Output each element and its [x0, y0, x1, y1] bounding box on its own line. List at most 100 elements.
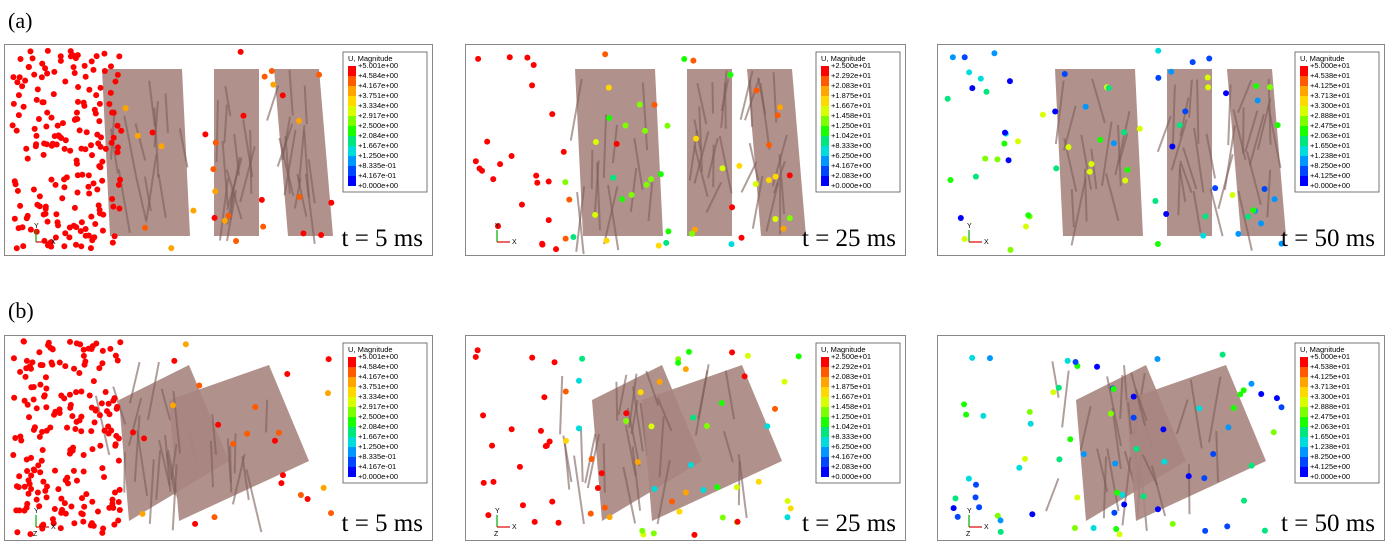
- particle: [26, 64, 32, 70]
- particle: [21, 338, 27, 344]
- particle: [114, 406, 120, 412]
- triad-label: Y: [495, 508, 500, 515]
- particle: [21, 104, 27, 110]
- legend-swatch: [1300, 437, 1308, 447]
- legend-value: +4.167e+00: [358, 372, 398, 381]
- particle: [543, 443, 549, 449]
- particle: [1262, 528, 1268, 534]
- particle: [43, 123, 49, 129]
- particle: [1202, 214, 1208, 220]
- particle: [41, 152, 47, 158]
- particle: [61, 184, 67, 190]
- particle: [48, 177, 54, 183]
- particle: [89, 446, 95, 452]
- particle: [88, 142, 94, 148]
- particle: [106, 430, 112, 436]
- particle: [78, 146, 84, 152]
- particle: [638, 389, 644, 395]
- legend-value: +1.667e+01: [831, 101, 871, 110]
- particle: [85, 184, 91, 190]
- particle: [22, 484, 28, 490]
- particle: [91, 234, 97, 240]
- particle: [75, 99, 81, 105]
- particle: [1007, 78, 1013, 84]
- legend-value: +3.300e+01: [1310, 392, 1350, 401]
- particle: [117, 339, 123, 345]
- particle: [785, 498, 791, 504]
- particle: [67, 392, 73, 398]
- particle: [983, 89, 989, 95]
- particle: [316, 72, 322, 78]
- particle: [1141, 493, 1147, 499]
- particle: [764, 423, 770, 429]
- particle: [1117, 531, 1123, 537]
- particle: [40, 447, 46, 453]
- particle: [1258, 391, 1264, 397]
- legend-swatch: [1300, 447, 1308, 457]
- particle: [74, 478, 80, 484]
- legend-swatch: [348, 116, 356, 126]
- particle: [691, 532, 697, 538]
- particle: [1072, 525, 1078, 531]
- particle: [991, 50, 997, 56]
- particle: [534, 180, 540, 186]
- particle: [77, 417, 83, 423]
- particle: [1137, 126, 1143, 132]
- particle: [720, 515, 726, 521]
- particle: [1224, 523, 1230, 529]
- particle: [16, 225, 22, 231]
- particle: [1177, 122, 1183, 128]
- particle: [966, 476, 972, 482]
- particle: [100, 526, 106, 532]
- legend-value: +1.667e+00: [358, 141, 398, 150]
- particle: [326, 356, 332, 362]
- legend-value: +1.875e+01: [831, 91, 871, 100]
- particle: [1111, 386, 1117, 392]
- particle: [46, 340, 52, 346]
- particle: [75, 84, 81, 90]
- legend-swatch: [1300, 407, 1308, 417]
- legend-value: +2.084e+00: [358, 131, 398, 140]
- particle: [663, 240, 669, 246]
- particle: [1133, 446, 1139, 452]
- particle: [276, 430, 282, 436]
- particle: [742, 373, 748, 379]
- legend-value: +2.888e+01: [1310, 402, 1350, 411]
- particle: [92, 419, 98, 425]
- legend-value: +4.167e+00: [831, 161, 871, 170]
- particle: [1056, 456, 1062, 462]
- particle: [1272, 196, 1278, 202]
- particle: [26, 491, 32, 497]
- particle: [1029, 511, 1035, 517]
- particle: [238, 49, 244, 55]
- particle: [563, 438, 569, 444]
- particle: [14, 128, 20, 134]
- particle: [1152, 198, 1158, 204]
- particle: [629, 192, 635, 198]
- triad-label: Z: [494, 531, 499, 538]
- legend-swatch: [348, 437, 356, 447]
- particle: [150, 130, 156, 136]
- particle: [683, 489, 689, 495]
- particle: [40, 362, 46, 368]
- particle: [215, 422, 221, 428]
- particle: [524, 55, 530, 61]
- particle: [473, 354, 479, 360]
- legend-value: +2.292e+01: [831, 362, 871, 371]
- particle: [602, 505, 608, 511]
- particle: [777, 104, 783, 110]
- particle: [552, 359, 558, 365]
- particle: [1124, 167, 1130, 173]
- legend-swatch: [348, 96, 356, 106]
- particle: [1073, 359, 1079, 365]
- particle: [689, 231, 695, 237]
- legend-swatch: [821, 66, 829, 76]
- particle: [973, 174, 979, 180]
- particle: [112, 233, 118, 239]
- particle: [787, 215, 793, 221]
- legend-swatch: [348, 357, 356, 367]
- legend-value: +5.001e+00: [358, 352, 398, 361]
- particle: [31, 467, 37, 473]
- particle: [94, 132, 100, 138]
- particle: [686, 349, 692, 355]
